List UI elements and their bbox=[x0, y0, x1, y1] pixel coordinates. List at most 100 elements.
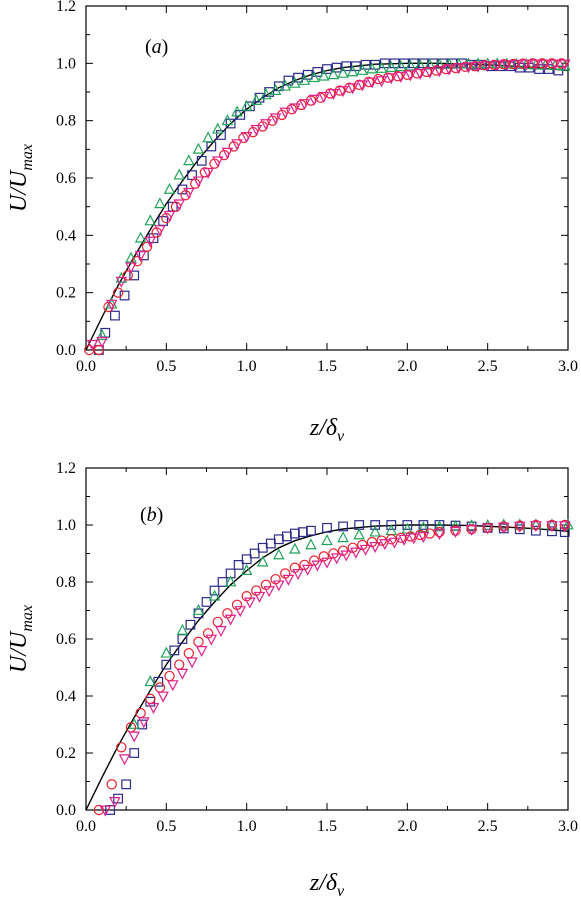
down-triangle-marker bbox=[330, 553, 343, 565]
down-triangle-marker bbox=[366, 77, 378, 89]
square-marker bbox=[185, 619, 196, 630]
circle-marker bbox=[280, 568, 291, 579]
circle-marker bbox=[424, 528, 436, 539]
down-triangle-marker bbox=[356, 80, 369, 92]
y-tick-label: 1.2 bbox=[56, 460, 76, 477]
circle-marker bbox=[334, 85, 346, 96]
triangle-marker bbox=[298, 73, 311, 85]
down-triangle-marker bbox=[395, 71, 407, 83]
square-marker bbox=[306, 525, 316, 536]
down-triangle-marker bbox=[497, 522, 510, 534]
down-triangle-marker bbox=[234, 606, 247, 618]
square-marker bbox=[201, 597, 212, 607]
square-marker bbox=[241, 554, 252, 565]
triangle-marker bbox=[211, 122, 224, 134]
triangle-marker bbox=[385, 61, 398, 73]
down-triangle-marker bbox=[359, 544, 372, 556]
triangle-marker bbox=[192, 603, 205, 615]
circle-marker bbox=[260, 579, 272, 591]
square-marker bbox=[225, 118, 236, 129]
circle-marker bbox=[132, 255, 143, 267]
triangle-marker bbox=[433, 520, 446, 532]
triangle-marker bbox=[183, 154, 195, 166]
triangle-marker bbox=[128, 717, 140, 729]
panel-label: (a) bbox=[145, 36, 168, 58]
y-tick-label: 0.8 bbox=[56, 574, 76, 591]
down-triangle-marker bbox=[154, 225, 166, 237]
down-triangle-marker bbox=[465, 524, 478, 536]
square-marker bbox=[177, 184, 188, 195]
square-marker bbox=[153, 676, 164, 687]
square-marker bbox=[257, 542, 268, 553]
circle-marker bbox=[193, 636, 204, 648]
triangle-marker bbox=[173, 168, 185, 180]
x-tick-label: 1.5 bbox=[317, 358, 337, 375]
down-triangle-marker bbox=[388, 537, 401, 549]
down-triangle-marker bbox=[346, 83, 359, 95]
down-triangle-marker bbox=[433, 529, 446, 541]
down-triangle-marker bbox=[253, 591, 266, 603]
square-marker bbox=[402, 520, 413, 530]
y-tick-label: 1.0 bbox=[56, 55, 76, 72]
circle-marker bbox=[173, 659, 185, 670]
circle-marker bbox=[382, 72, 394, 83]
down-triangle-marker bbox=[443, 64, 455, 76]
down-triangle-marker bbox=[166, 680, 179, 692]
triangle-marker bbox=[221, 114, 234, 126]
down-triangle-marker bbox=[128, 731, 140, 743]
triangle-marker bbox=[369, 525, 381, 537]
triangle-marker bbox=[269, 83, 282, 95]
down-triangle-marker bbox=[340, 550, 353, 562]
square-marker bbox=[187, 170, 197, 181]
down-triangle-marker bbox=[549, 59, 561, 71]
circle-marker bbox=[93, 344, 105, 356]
down-triangle-marker bbox=[176, 668, 189, 680]
circle-marker bbox=[93, 804, 105, 816]
down-triangle-marker bbox=[118, 754, 131, 766]
down-triangle-marker bbox=[301, 564, 314, 576]
square-marker bbox=[129, 270, 140, 281]
y-tick-label: 0.4 bbox=[56, 227, 76, 244]
square-marker bbox=[273, 534, 284, 545]
down-triangle-marker bbox=[417, 532, 430, 543]
panel-a: 0.0 0.5 1.0 1.5 2.0 2.5 3.0 0.0 0.2 0.4 0.6 0.8 1.0 1… bbox=[6, 0, 578, 445]
square-marker bbox=[235, 110, 246, 120]
x-tick-label: 0.0 bbox=[76, 358, 96, 375]
down-triangle-marker bbox=[221, 147, 234, 159]
down-triangle-marker bbox=[273, 580, 285, 592]
circle-marker bbox=[122, 270, 133, 281]
x-axis-title: z/δv bbox=[309, 870, 345, 900]
triangle-marker bbox=[250, 94, 263, 105]
down-triangle-marker bbox=[224, 614, 237, 626]
triangle-marker bbox=[105, 297, 118, 309]
circle-marker bbox=[373, 73, 384, 85]
x-axis-title: z/δv bbox=[309, 415, 345, 445]
triangle-marker bbox=[321, 534, 333, 546]
triangle-marker bbox=[449, 519, 462, 531]
down-triangle-marker bbox=[433, 66, 446, 78]
square-marker bbox=[113, 793, 124, 804]
circle-marker bbox=[154, 682, 166, 693]
down-triangle-marker bbox=[379, 539, 391, 551]
down-triangle-marker bbox=[260, 119, 272, 131]
y-axis-title: U/Umax bbox=[6, 605, 36, 673]
triangle-marker bbox=[273, 548, 285, 560]
x-tick-label: 0.5 bbox=[156, 358, 176, 375]
y-tick-label: 0.2 bbox=[56, 285, 76, 302]
square-marker bbox=[161, 659, 172, 670]
down-triangle-marker bbox=[404, 70, 417, 82]
triangle-marker bbox=[289, 76, 301, 88]
square-marker bbox=[298, 527, 308, 538]
down-triangle-marker bbox=[530, 521, 542, 533]
circle-marker bbox=[392, 71, 403, 82]
down-triangle-marker bbox=[86, 339, 99, 351]
down-triangle-marker bbox=[205, 634, 218, 646]
square-marker bbox=[547, 526, 557, 537]
circle-marker bbox=[251, 585, 262, 596]
down-triangle-marker bbox=[215, 626, 227, 638]
triangle-marker bbox=[327, 68, 340, 80]
circle-marker bbox=[199, 167, 211, 178]
x-tick-label: 0.5 bbox=[156, 818, 176, 835]
triangle-marker bbox=[240, 564, 253, 575]
